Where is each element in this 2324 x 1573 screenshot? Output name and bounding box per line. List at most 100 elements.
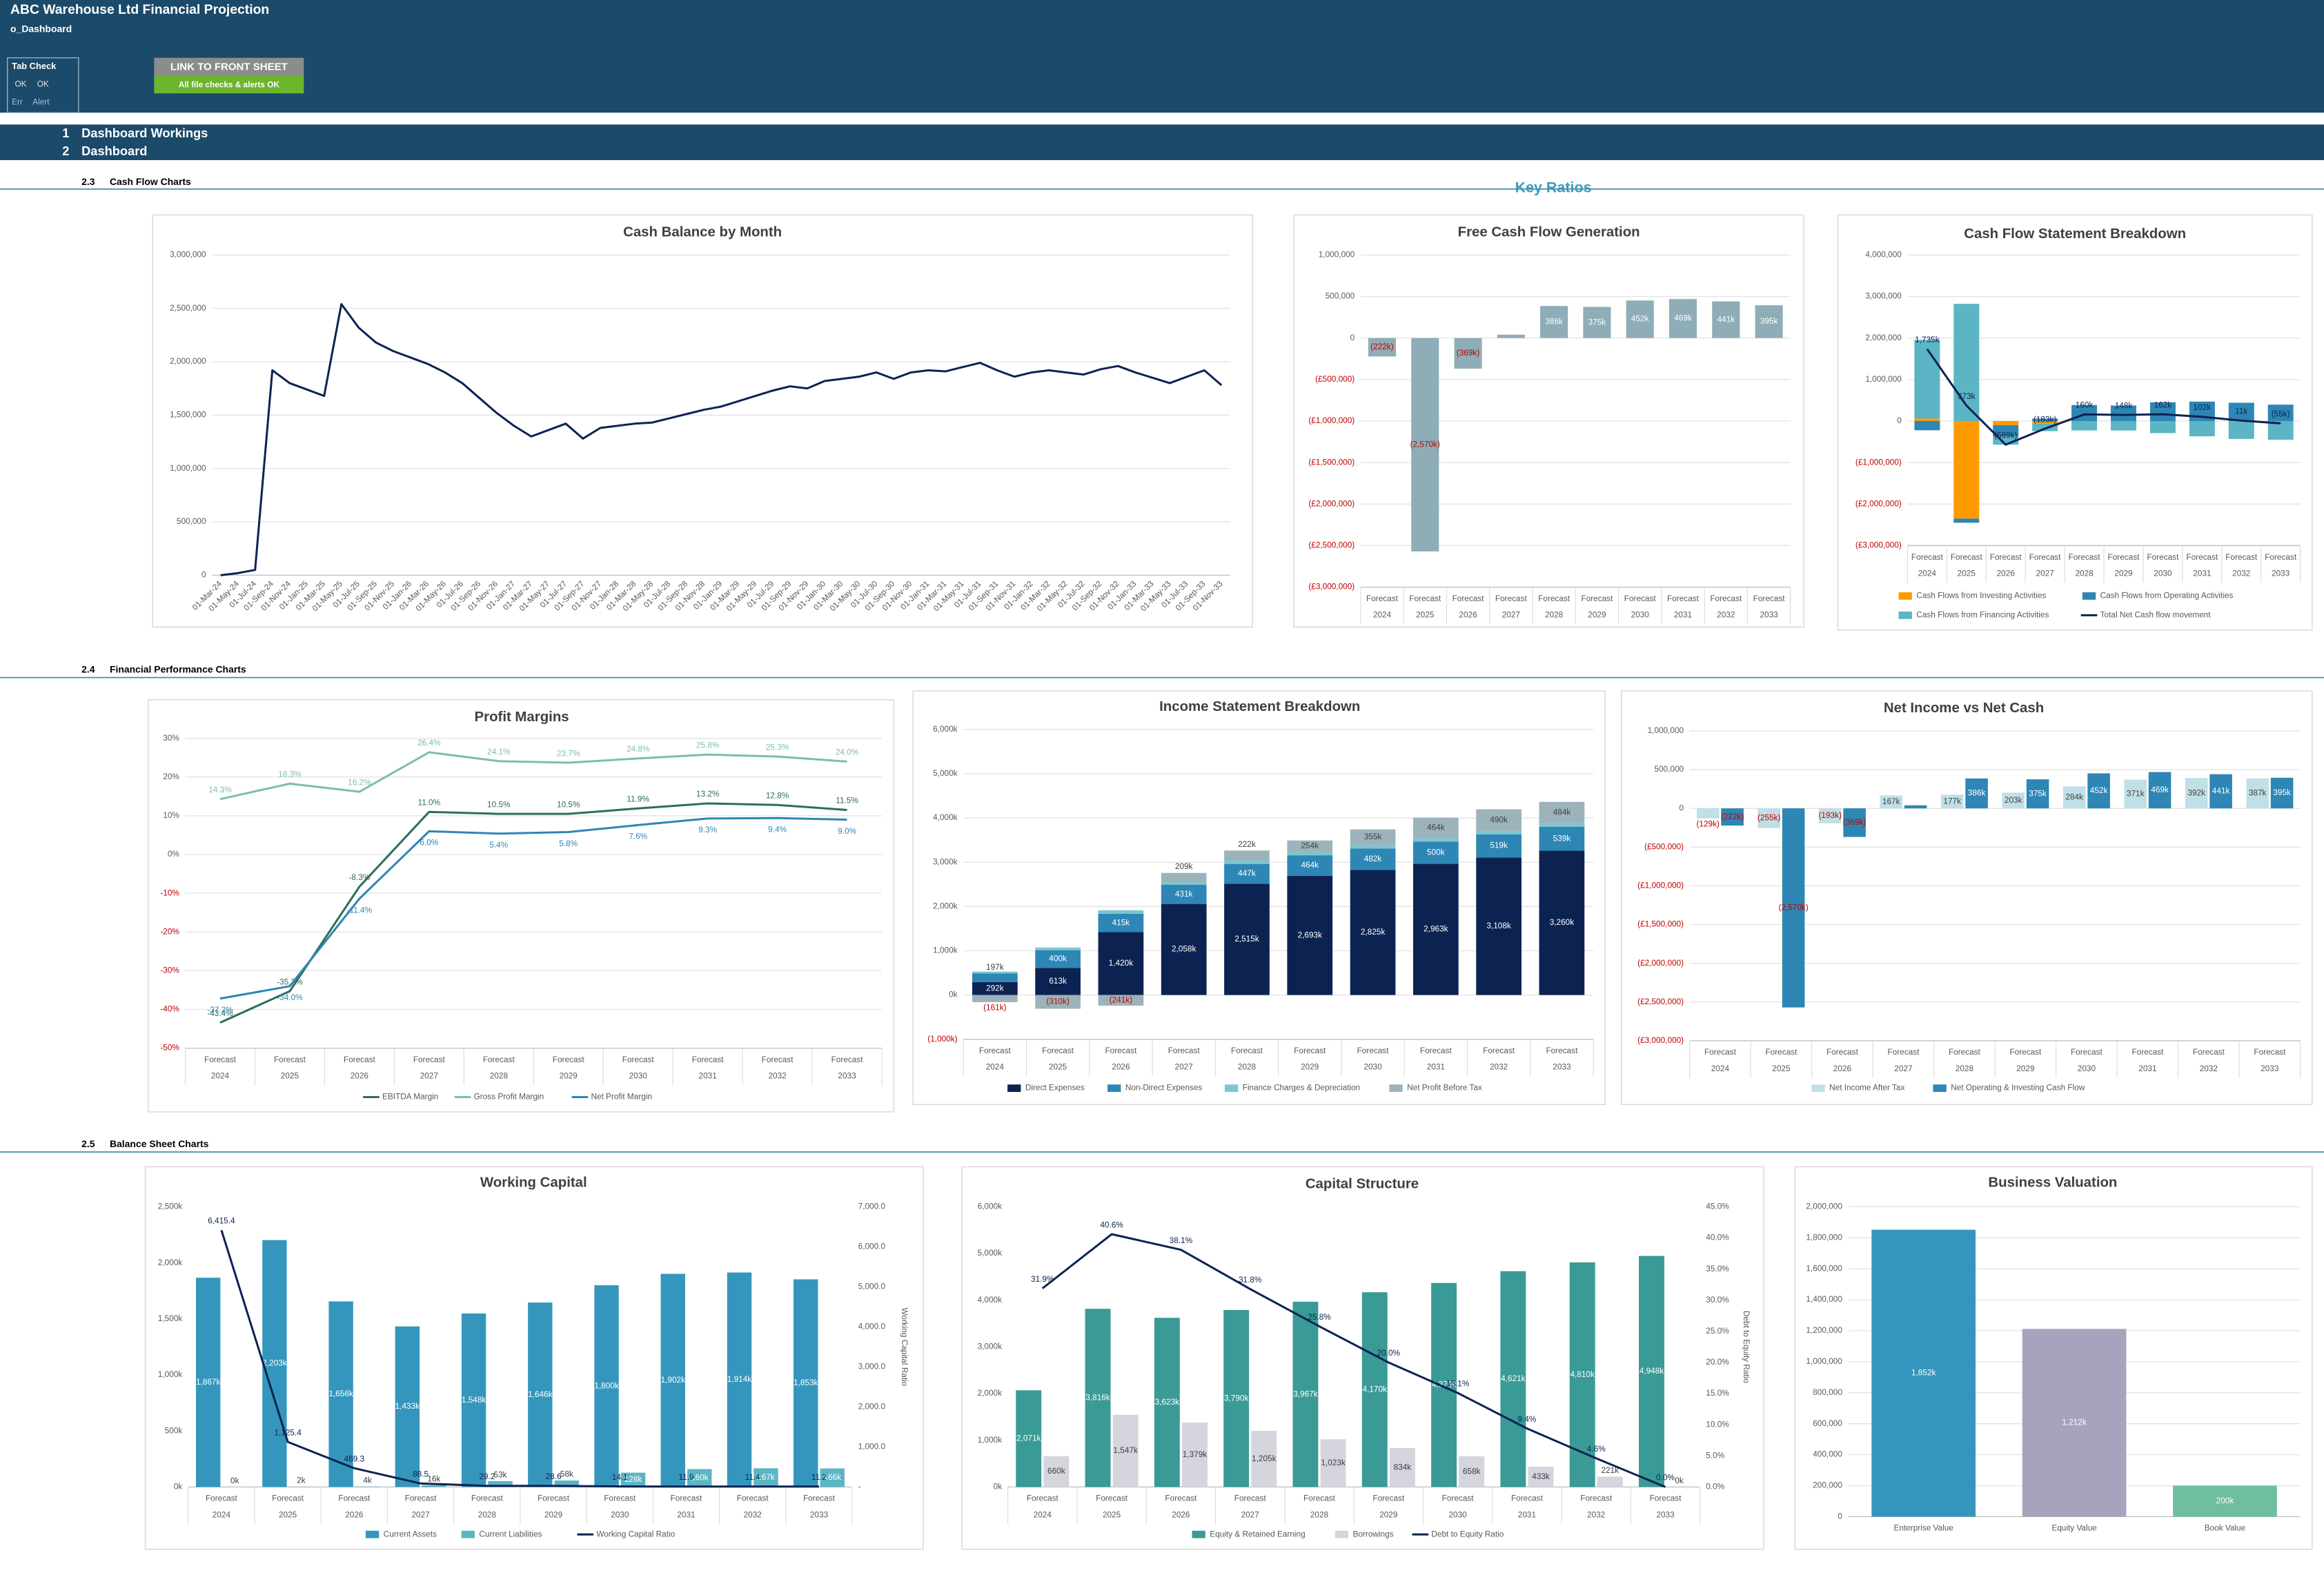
y2-tick-label: 7,000.0 (858, 1202, 886, 1211)
bar (2124, 779, 2147, 809)
legend-swatch (1898, 592, 1912, 600)
data-label: 469k (1674, 313, 1692, 323)
y-tick-label: (£3,000,000) (1308, 582, 1355, 592)
data-label: 373k (1958, 391, 1976, 401)
data-label: 102k (2194, 402, 2212, 412)
data-label: 375k (2029, 788, 2047, 798)
data-label: 284k (2065, 792, 2083, 801)
y2-tick-label: 25.0% (1706, 1326, 1729, 1336)
data-label: -34.0% (277, 993, 303, 1002)
data-label: 3,623k (1155, 1397, 1180, 1407)
x-tick-label: 2025 (1049, 1062, 1067, 1072)
data-label: 2,071k (1016, 1433, 1041, 1443)
data-label: 3,108k (1486, 921, 1511, 930)
x-tick-label: Forecast (1105, 1046, 1137, 1055)
x-tick-label: Forecast (1483, 1046, 1515, 1055)
section-label: Cash Flow Charts (110, 176, 191, 187)
data-label: 222k (1238, 839, 1256, 849)
x-tick-label: 2029 (1301, 1062, 1319, 1072)
y-tick-label: 3,000k (933, 857, 958, 866)
bar (195, 1278, 221, 1487)
data-label: 0k (230, 1476, 239, 1485)
y-tick-label: 2,500k (158, 1202, 183, 1211)
bar (1757, 808, 1781, 828)
y-tick-label: 0k (994, 1482, 1003, 1492)
bar-segment (2228, 421, 2254, 439)
data-label: 1,379k (1183, 1449, 1208, 1459)
data-label: 11k (2235, 407, 2247, 416)
legend-label: Gross Profit Margin (474, 1092, 544, 1102)
x-tick-label: 2029 (2016, 1064, 2034, 1073)
x-tick-label: 2032 (768, 1071, 786, 1081)
line (219, 751, 847, 801)
x-tick-label: Forecast (1887, 1047, 1920, 1057)
bar-segment (1476, 809, 1522, 831)
bar (1411, 338, 1439, 551)
data-label: 24.1% (487, 747, 511, 756)
data-label: 160k (691, 1473, 709, 1483)
data-label: 14.3% (208, 785, 232, 794)
x-tick-label: Forecast (1990, 552, 2022, 562)
x-tick-label: Forecast (1911, 552, 1944, 562)
data-label: 12.8% (766, 790, 789, 800)
data-label: (129k) (1696, 819, 1720, 828)
x-tick-label: Forecast (471, 1494, 504, 1503)
x-tick-label: Forecast (737, 1494, 769, 1503)
data-label: 1,646k (528, 1389, 553, 1399)
y-tick-label: 1,500,000 (170, 410, 206, 420)
x-tick-label: Forecast (538, 1494, 570, 1503)
x-tick-label: Forecast (1303, 1494, 1336, 1503)
y-tick-label: 1,800,000 (1806, 1232, 1842, 1242)
y-tick-label: 1,600,000 (1806, 1263, 1842, 1273)
nav-label[interactable]: Dashboard Workings (81, 126, 208, 140)
x-tick-label: 2031 (677, 1510, 695, 1519)
data-label: 2k (297, 1476, 306, 1485)
link-button-label[interactable]: LINK TO FRONT SHEET (170, 61, 288, 73)
nav-label[interactable]: Dashboard (81, 144, 147, 158)
bar (1965, 778, 1988, 809)
data-label: 25.8% (1308, 1312, 1331, 1322)
x-tick-label: 2030 (1363, 1062, 1382, 1072)
bar-segment (1224, 860, 1270, 864)
x-tick-label: 2030 (2154, 568, 2172, 578)
data-label: 23.7% (557, 748, 580, 758)
bar-segment (1914, 340, 1940, 419)
legend-label: Equity & Retained Earning (1210, 1529, 1305, 1538)
x-tick-label: 2026 (1833, 1064, 1852, 1073)
bar (1626, 300, 1654, 338)
x-tick-label: Forecast (2193, 1047, 2225, 1057)
link-button[interactable]: LINK TO FRONT SHEET (154, 57, 304, 76)
data-label: (183k) (2034, 414, 2057, 424)
link-button-bg[interactable] (154, 57, 304, 76)
data-label: 4,370k (1432, 1380, 1457, 1389)
y-tick-label: 0 (1838, 1511, 1842, 1521)
y-tick-label: 2,000k (158, 1258, 183, 1267)
bar-segment (1350, 845, 1396, 849)
bar-segment (1098, 995, 1144, 1006)
tab-check-cell: Alert (32, 97, 50, 106)
data-label: (241k) (1110, 995, 1133, 1004)
x-tick-label: 2024 (211, 1071, 230, 1081)
bar (1361, 1292, 1388, 1487)
data-label: 613k (1049, 976, 1067, 986)
x-tick-label: 2033 (2272, 568, 2290, 578)
chart-title: Working Capital (480, 1175, 587, 1190)
data-label: (569k) (1994, 430, 2018, 440)
y-tick-label: (£1,000,000) (1308, 416, 1355, 425)
bar (1251, 1430, 1277, 1487)
x-tick-label: 2027 (420, 1071, 438, 1081)
legend-swatch (1898, 612, 1912, 619)
x-tick-label: 2028 (2075, 568, 2094, 578)
bar (1668, 299, 1697, 338)
bar (660, 1273, 685, 1487)
chart-frame (148, 699, 894, 1113)
x-tick-label: 2026 (1997, 568, 2016, 578)
x-tick-label: Forecast (2029, 552, 2062, 562)
y-tick-label: 2,000,000 (170, 356, 206, 366)
y-tick-label: 1,000k (933, 946, 958, 955)
bar (620, 1472, 646, 1487)
data-label: (310k) (1046, 997, 1070, 1006)
data-label: 834k (1394, 1462, 1412, 1472)
y-tick-label: 1,000k (978, 1435, 1003, 1445)
bar (1497, 334, 1525, 338)
